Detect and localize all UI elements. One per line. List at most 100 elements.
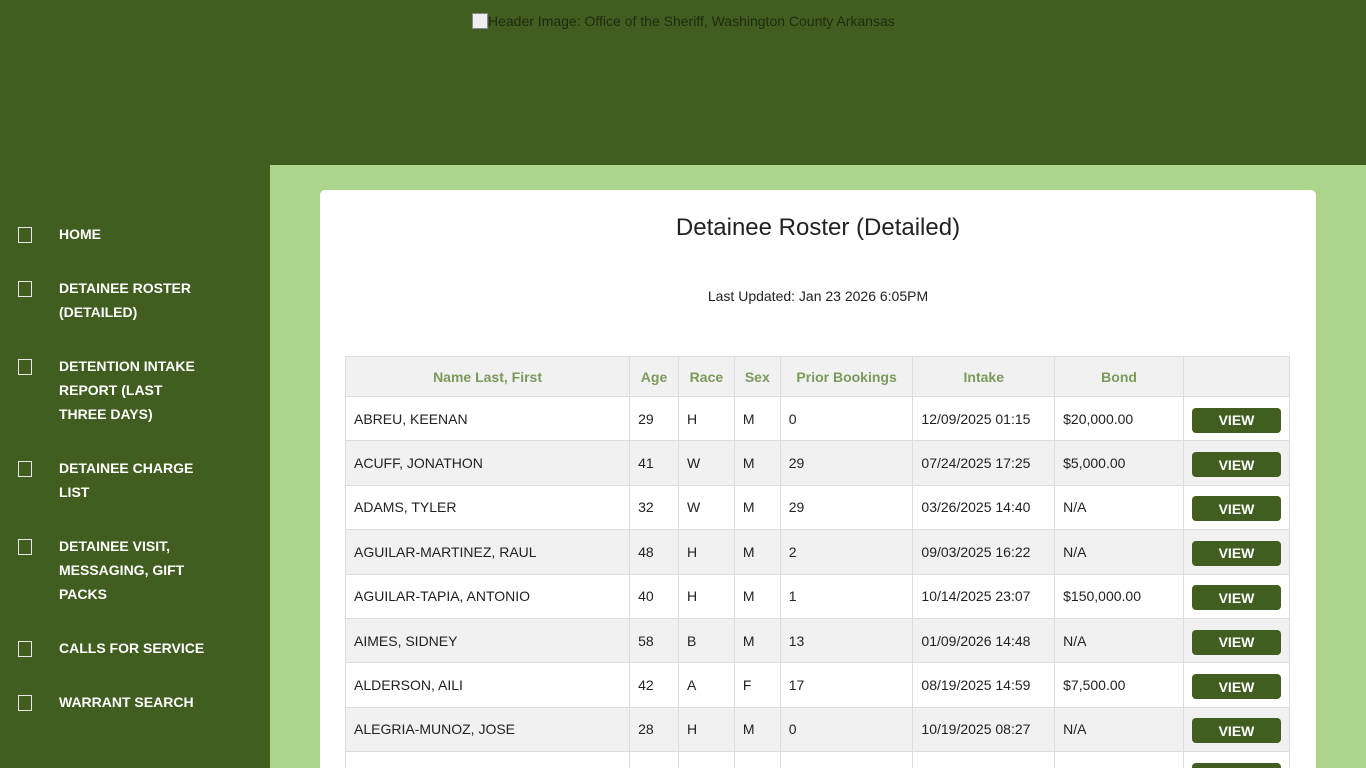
table-cell: H (677, 706, 735, 753)
table-cell: 2 (779, 529, 914, 575)
table-cell: 1 (779, 573, 914, 619)
column-header: Prior Bookings (779, 356, 914, 397)
sidebar-item-detainee-roster-detailed[interactable]: DETAINEE ROSTER (DETAILED) (0, 276, 270, 324)
table-row: VIEW (344, 751, 1291, 768)
sidebar-item-label: DETENTION INTAKE REPORT (LAST THREE DAYS… (59, 358, 195, 422)
column-header: Age (629, 356, 679, 397)
missing-glyph-icon (18, 695, 32, 711)
missing-glyph-icon (18, 539, 32, 555)
table-cell: 41 (629, 440, 679, 486)
page-title: Detainee Roster (Detailed) (675, 214, 961, 241)
table-cell (912, 751, 1056, 768)
table-row: AGUILAR-TAPIA, ANTONIO 40 H M 1 10/14/2025 23… (344, 573, 1291, 619)
table-cell (344, 751, 631, 768)
table-row: ALEGRIA-MUNOZ, JOSE 28 H M 0 10/19/2025 08:27… (344, 706, 1291, 753)
table-header-row: Name Last, First Age Race Sex Prior Bookings… (344, 356, 1291, 397)
table-cell: F (733, 662, 781, 708)
view-button[interactable]: VIEW (1191, 452, 1281, 478)
missing-glyph-icon (18, 359, 32, 375)
table-cell: 13 (779, 617, 914, 664)
sidebar-item-calls-for-service[interactable]: CALLS FOR SERVICE (0, 636, 270, 660)
table-cell: $150,000.00 (1054, 573, 1184, 619)
table-cell: $20,000.00 (1054, 395, 1184, 442)
table-cell: AIMES, SIDNEY (344, 617, 631, 664)
sidebar-item-label: WARRANT SEARCH (59, 694, 194, 710)
column-header: Name Last, First (344, 356, 631, 397)
table-cell: N/A (1054, 617, 1184, 664)
action-cell: VIEW (1182, 617, 1291, 664)
table-cell: AGUILAR-TAPIA, ANTONIO (344, 573, 631, 619)
view-button[interactable]: VIEW (1191, 540, 1281, 566)
table-cell: $5,000.00 (1054, 440, 1184, 486)
column-header: Race (677, 356, 735, 397)
table-cell: 01/09/2026 14:48 (912, 617, 1056, 664)
table-cell: M (733, 484, 781, 531)
action-cell: VIEW (1182, 706, 1291, 753)
table-cell: ADAMS, TYLER (344, 484, 631, 531)
sidebar-item-label: CALLS FOR SERVICE (59, 640, 205, 656)
table-cell: ABREU, KEENAN (344, 395, 631, 442)
main-area: Detainee Roster (Detailed) Last Updated:… (270, 165, 1366, 768)
table-cell: M (733, 440, 781, 486)
table-row: ALDERSON, AILI 42 A F 17 08/19/2025 14:59 $7,5… (344, 662, 1291, 708)
action-cell: VIEW (1182, 751, 1291, 768)
table-cell: 48 (629, 529, 679, 575)
content-card: Detainee Roster (Detailed) Last Updated:… (320, 190, 1316, 768)
action-cell: VIEW (1182, 395, 1291, 442)
view-button[interactable]: VIEW (1191, 674, 1281, 700)
table-cell: ALDERSON, AILI (344, 662, 631, 708)
view-button[interactable]: VIEW (1191, 585, 1281, 611)
table-cell: M (733, 706, 781, 753)
broken-image-icon (472, 13, 488, 29)
table-cell: 10/19/2025 08:27 (912, 706, 1056, 753)
action-cell: VIEW (1182, 529, 1291, 575)
table-row: AGUILAR-MARTINEZ, RAUL 48 H M 2 09/03/2025 16… (344, 529, 1291, 575)
table-cell: M (733, 395, 781, 442)
last-updated: Last Updated: Jan 23 2026 6:05PM (707, 288, 929, 304)
table-cell: M (733, 573, 781, 619)
sidebar-item-detainee-visit-messaging-gift-packs[interactable]: DETAINEE VISIT, MESSAGING, GIFT PACKS (0, 534, 270, 606)
table-cell: H (677, 573, 735, 619)
table-cell: 58 (629, 617, 679, 664)
action-cell: VIEW (1182, 662, 1291, 708)
view-button[interactable]: VIEW (1191, 629, 1281, 655)
missing-glyph-icon (18, 461, 32, 477)
action-cell: VIEW (1182, 484, 1291, 531)
sidebar-item-detainee-charge-list[interactable]: DETAINEE CHARGE LIST (0, 456, 270, 504)
table-row: ACUFF, JONATHON 41 W M 29 07/24/2025 17:25 $5,… (344, 440, 1291, 486)
action-cell: VIEW (1182, 573, 1291, 619)
table-cell: 07/24/2025 17:25 (912, 440, 1056, 486)
table-cell: 10/14/2025 23:07 (912, 573, 1056, 619)
view-button[interactable]: VIEW (1191, 496, 1281, 522)
table-cell: 32 (629, 484, 679, 531)
column-header: Intake (912, 356, 1056, 397)
roster-table: Name Last, First Age Race Sex Prior Bookings… (344, 356, 1291, 768)
table-row: AIMES, SIDNEY 58 B M 13 01/09/2026 14:48 N/A VI… (344, 617, 1291, 664)
sidebar-item-warrant-search[interactable]: WARRANT SEARCH (0, 690, 270, 714)
missing-glyph-icon (18, 641, 32, 657)
table-cell: W (677, 484, 735, 531)
action-cell: VIEW (1182, 440, 1291, 486)
table-cell: $7,500.00 (1054, 662, 1184, 708)
table-row: ADAMS, TYLER 32 W M 29 03/26/2025 14:40 N/A VIE… (344, 484, 1291, 531)
sidebar-item-detention-intake-report-last-three-days[interactable]: DETENTION INTAKE REPORT (LAST THREE DAYS… (0, 354, 270, 426)
missing-glyph-icon (18, 227, 32, 243)
table-cell: 29 (779, 484, 914, 531)
sidebar-item-home[interactable]: HOME (0, 222, 270, 246)
table-cell: 42 (629, 662, 679, 708)
table-cell: 12/09/2025 01:15 (912, 395, 1056, 442)
column-header (1182, 356, 1291, 397)
table-cell (629, 751, 679, 768)
table-cell: 0 (779, 395, 914, 442)
column-header: Sex (733, 356, 781, 397)
sidebar-nav: HOME DETAINEE ROSTER (DETAILED) DETENTION … (0, 222, 270, 716)
table-cell: N/A (1054, 706, 1184, 753)
sidebar-item-label: DETAINEE VISIT, MESSAGING, GIFT PACKS (59, 538, 185, 602)
table-cell: 40 (629, 573, 679, 619)
table-cell (677, 751, 735, 768)
view-button[interactable]: VIEW (1191, 762, 1281, 768)
column-header: Bond (1054, 356, 1184, 397)
view-button[interactable]: VIEW (1191, 718, 1281, 744)
view-button[interactable]: VIEW (1191, 407, 1281, 433)
table-cell: 08/19/2025 14:59 (912, 662, 1056, 708)
